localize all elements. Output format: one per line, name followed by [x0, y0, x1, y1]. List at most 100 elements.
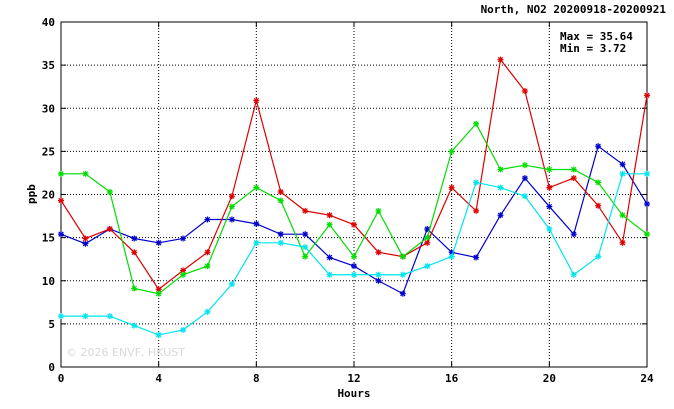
data-point — [326, 221, 333, 228]
x-tick-label: 24 — [640, 372, 654, 385]
data-point — [228, 193, 235, 200]
data-point — [253, 220, 260, 227]
x-tick-label: 12 — [347, 372, 360, 385]
x-tick-label: 0 — [58, 372, 65, 385]
data-point — [497, 212, 504, 219]
data-point — [448, 253, 455, 260]
data-point — [595, 143, 602, 150]
data-point — [644, 92, 650, 99]
data-point — [399, 253, 406, 260]
data-point — [473, 254, 480, 261]
y-tick-label: 15 — [42, 232, 55, 245]
data-point — [180, 235, 187, 242]
min-value-label: Min = 3.72 — [560, 42, 626, 55]
data-point — [131, 249, 138, 256]
data-point — [497, 56, 504, 63]
data-point — [204, 249, 211, 256]
data-point — [302, 231, 309, 238]
data-point — [497, 166, 504, 173]
data-point — [570, 175, 577, 182]
data-series — [58, 56, 650, 338]
data-point — [82, 240, 89, 247]
data-point — [155, 286, 162, 293]
data-point — [302, 244, 309, 251]
grid-lines — [61, 22, 647, 367]
y-tick-label: 40 — [42, 16, 55, 29]
x-axis-label: Hours — [337, 387, 370, 400]
data-point — [399, 271, 406, 278]
data-point — [302, 253, 309, 260]
data-point — [375, 271, 382, 278]
data-point — [277, 239, 284, 246]
data-point — [644, 170, 650, 177]
data-point — [619, 212, 626, 219]
x-tick-label: 8 — [253, 372, 260, 385]
data-point — [277, 188, 284, 195]
data-point — [521, 162, 528, 169]
data-point — [546, 184, 553, 191]
data-point — [326, 212, 333, 219]
data-point — [448, 184, 455, 191]
series-1 — [58, 56, 650, 293]
data-point — [399, 290, 406, 297]
data-point — [58, 197, 64, 204]
data-point — [473, 207, 480, 214]
data-point — [570, 231, 577, 238]
data-point — [424, 234, 431, 241]
data-point — [351, 263, 357, 270]
data-point — [448, 148, 455, 155]
data-point — [253, 239, 260, 246]
y-tick-label: 35 — [42, 59, 55, 72]
data-point — [546, 226, 553, 232]
series-3 — [58, 170, 650, 338]
data-point — [521, 193, 528, 200]
data-point — [106, 313, 113, 320]
data-point — [82, 235, 89, 242]
data-point — [424, 239, 431, 246]
data-point — [375, 249, 382, 256]
data-point — [58, 313, 64, 320]
data-point — [351, 253, 357, 260]
data-point — [644, 231, 650, 238]
data-point — [326, 271, 333, 278]
data-point — [228, 281, 235, 288]
data-point — [277, 231, 284, 238]
data-point — [326, 254, 333, 261]
data-point — [473, 120, 480, 127]
data-point — [180, 326, 187, 333]
data-point — [375, 277, 382, 284]
data-point — [351, 271, 357, 278]
data-point — [106, 188, 113, 195]
data-point — [375, 207, 382, 214]
y-axis-label: ppb — [25, 184, 38, 204]
x-tick-label: 20 — [543, 372, 556, 385]
data-point — [58, 170, 64, 177]
x-tick-label: 4 — [155, 372, 162, 385]
axis-ticks: 0 5 10 15 20 25 30 35 40 0 4 8 12 16 20 24 — [42, 16, 654, 385]
data-point — [277, 197, 284, 204]
data-point — [619, 239, 626, 246]
data-point — [302, 207, 309, 214]
data-point — [204, 263, 211, 270]
y-tick-label: 20 — [42, 189, 55, 202]
data-point — [570, 166, 577, 173]
data-point — [619, 161, 626, 168]
data-point — [595, 253, 602, 260]
series-2 — [58, 120, 650, 297]
data-point — [58, 231, 64, 238]
data-point — [180, 267, 187, 274]
data-point — [131, 322, 138, 329]
data-point — [595, 202, 602, 209]
data-point — [155, 290, 162, 297]
data-point — [644, 200, 650, 207]
data-point — [204, 216, 211, 223]
copyright-watermark: © 2026 ENVF, HKUST — [66, 346, 185, 359]
data-point — [253, 184, 260, 191]
data-point — [131, 235, 138, 242]
data-point — [204, 308, 211, 315]
x-tick-label: 16 — [445, 372, 459, 385]
data-point — [497, 184, 504, 191]
data-point — [131, 285, 138, 292]
max-value-label: Max = 35.64 — [560, 30, 633, 43]
data-point — [228, 216, 235, 223]
